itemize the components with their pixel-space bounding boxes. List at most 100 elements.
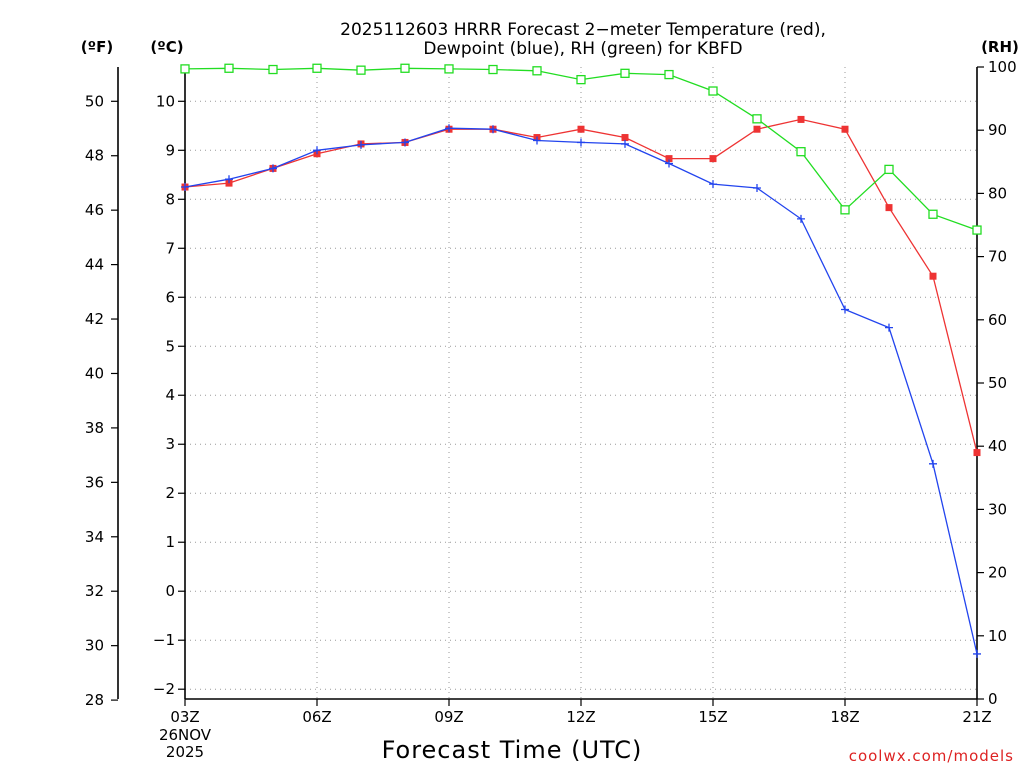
celsius-tick-label: 9 — [165, 141, 175, 159]
dewpoint-point — [577, 138, 585, 147]
rh-tick-label: 20 — [988, 564, 1007, 582]
grid-lines — [184, 67, 978, 699]
rh-point — [972, 225, 982, 235]
celsius-tick-label: −2 — [153, 680, 175, 698]
fahrenheit-tick-label: 46 — [85, 201, 104, 219]
x-tick-label: 12Z — [566, 708, 595, 726]
rh-tick-label: 40 — [988, 437, 1007, 455]
x-tick-label: 06Z — [302, 708, 331, 726]
celsius-tick-label: 2 — [165, 484, 175, 502]
rh-point — [312, 63, 322, 73]
axes — [111, 66, 984, 706]
fahrenheit-tick-label: 48 — [85, 147, 104, 165]
celsius-tick-label: 4 — [165, 386, 175, 404]
rh-tick-label: 10 — [988, 627, 1007, 645]
celsius-tick-label: −1 — [153, 631, 175, 649]
credit-text: coolwx.com/models — [849, 747, 1014, 765]
fahrenheit-tick-label: 42 — [85, 310, 104, 328]
x-date-label: 2025 — [166, 743, 204, 761]
celsius-tick-label: 8 — [165, 190, 175, 208]
dewpoint-point — [489, 125, 497, 134]
fahrenheit-tick-label: 40 — [85, 364, 104, 382]
dewpoint-point — [709, 180, 717, 189]
fahrenheit-tick-label: 44 — [85, 256, 104, 274]
rh-point — [576, 74, 586, 85]
rh-point — [796, 147, 806, 157]
rh-tick-label: 90 — [988, 121, 1007, 139]
rh-point — [840, 205, 850, 215]
rh-point — [488, 64, 498, 75]
rh-tick-label: 50 — [988, 374, 1007, 392]
dewpoint-point — [885, 323, 893, 332]
dewpoint-point — [621, 139, 629, 148]
series-dewpoint — [181, 124, 981, 658]
rh-tick-label: 100 — [988, 58, 1017, 76]
temperature-point — [621, 134, 629, 142]
x-tick-label: 15Z — [698, 708, 727, 726]
celsius-tick-label: 0 — [165, 582, 175, 600]
dewpoint-point — [445, 124, 453, 133]
temperature-point — [973, 449, 981, 457]
x-tick-label: 09Z — [434, 708, 463, 726]
fahrenheit-tick-label: 30 — [85, 637, 104, 655]
chart-subtitle: Dewpoint (blue), RH (green) for KBFD — [423, 39, 742, 59]
rh-point — [532, 66, 542, 76]
rh-point — [180, 64, 190, 74]
x-tick-label: 18Z — [830, 708, 859, 726]
dewpoint-point — [753, 184, 761, 193]
rh-unit-label: (RH) — [981, 38, 1019, 56]
rh-point — [444, 64, 454, 74]
fahrenheit-tick-label: 50 — [85, 92, 104, 110]
dewpoint-point — [225, 175, 233, 184]
dewpoint-point — [841, 305, 849, 314]
fahrenheit-tick-label: 34 — [85, 528, 104, 546]
x-tick-label: 03Z — [170, 708, 199, 726]
data-series — [180, 63, 982, 658]
dewpoint-point — [665, 159, 673, 168]
dewpoint-point — [313, 146, 321, 155]
celsius-unit-label: (ºC) — [150, 38, 183, 56]
dewpoint-point — [973, 649, 981, 658]
temperature-point — [753, 125, 761, 133]
rh-point — [664, 69, 674, 80]
rh-point — [224, 63, 234, 73]
rh-point — [400, 63, 410, 73]
x-axis-label: Forecast Time (UTC) — [382, 736, 643, 764]
chart-title: 2025112603 HRRR Forecast 2−meter Tempera… — [340, 20, 826, 40]
fahrenheit-tick-label: 32 — [85, 582, 104, 600]
rh-tick-label: 80 — [988, 184, 1007, 202]
temperature-point — [885, 204, 893, 212]
dewpoint-point — [797, 214, 805, 223]
temperature-point — [577, 125, 585, 133]
temperature-point — [709, 155, 717, 163]
fahrenheit-tick-label: 36 — [85, 473, 104, 491]
temperature-point — [665, 155, 673, 163]
celsius-tick-label: 5 — [165, 337, 175, 355]
series-rh — [180, 63, 982, 235]
temperature-point — [841, 125, 849, 133]
rh-point — [884, 164, 894, 175]
rh-tick-label: 0 — [988, 690, 998, 708]
temperature-point — [929, 272, 937, 280]
celsius-tick-label: 7 — [165, 239, 175, 257]
fahrenheit-tick-label: 38 — [85, 419, 104, 437]
celsius-tick-label: 3 — [165, 435, 175, 453]
dewpoint-point — [533, 136, 541, 145]
rh-point — [268, 64, 278, 75]
rh-point — [928, 209, 938, 219]
fahrenheit-tick-label: 28 — [85, 691, 104, 709]
rh-tick-label: 70 — [988, 248, 1007, 266]
celsius-tick-label: 10 — [156, 92, 175, 110]
celsius-tick-label: 1 — [165, 533, 175, 551]
series-temperature — [181, 115, 981, 457]
dewpoint-point — [929, 459, 937, 468]
tick-labels: −2−1012345678910283032343638404244464850… — [85, 58, 1017, 761]
rh-point — [752, 114, 762, 124]
x-date-label: 26NOV — [159, 726, 212, 744]
dewpoint-point — [181, 183, 189, 192]
rh-point — [708, 86, 718, 96]
celsius-tick-label: 6 — [165, 288, 175, 306]
rh-tick-label: 60 — [988, 311, 1007, 329]
rh-point — [620, 68, 630, 78]
